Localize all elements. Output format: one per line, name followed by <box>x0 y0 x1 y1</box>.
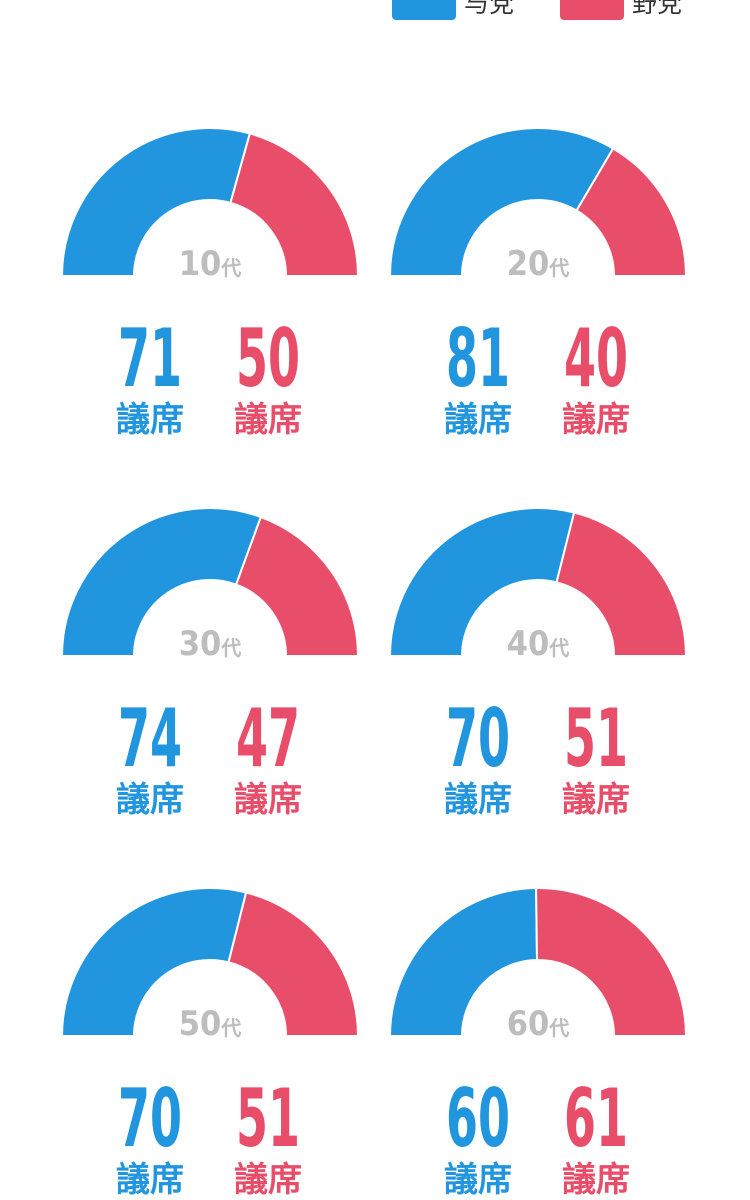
data-label-ruling-seats: 70 <box>118 1072 182 1165</box>
data-label-ruling-seats: 81 <box>446 312 510 405</box>
data-label-opposition-seats: 50 <box>236 312 300 405</box>
data-label-opposition-unit: 議席 <box>234 1160 302 1200</box>
slice-ruling <box>388 127 615 277</box>
slice-opposition <box>575 147 688 277</box>
data-label-ruling-seats: 60 <box>446 1072 510 1165</box>
slice-ruling <box>388 886 539 1037</box>
data-label-ruling-seats: 71 <box>118 312 182 405</box>
center-label: 30代 <box>179 624 242 664</box>
legend: 与党 野党 <box>0 0 750 22</box>
center-label: 10代 <box>179 244 242 284</box>
data-label-ruling-unit: 議席 <box>116 780 184 820</box>
slice-ruling <box>60 127 252 277</box>
center-label: 60代 <box>507 1004 570 1044</box>
slice-ruling <box>388 507 576 657</box>
data-label-ruling-unit: 議席 <box>116 400 184 440</box>
slice-opposition <box>234 515 360 657</box>
data-label-ruling-unit: 議席 <box>116 1160 184 1200</box>
legend-swatch-ruling <box>392 0 456 20</box>
data-label-opposition-seats: 61 <box>564 1072 628 1165</box>
center-label-suffix: 代 <box>548 256 569 280</box>
slice-opposition <box>229 132 360 277</box>
center-label-number: 10 <box>179 244 222 284</box>
data-label-opposition-unit: 議席 <box>562 780 630 820</box>
center-label-number: 30 <box>179 624 222 664</box>
slice-ruling <box>60 507 263 657</box>
legend-label-opposition: 野党 <box>632 0 683 18</box>
center-label-suffix: 代 <box>220 1016 241 1040</box>
center-label: 40代 <box>507 624 570 664</box>
center-label-suffix: 代 <box>220 256 241 280</box>
center-label-suffix: 代 <box>548 636 569 660</box>
data-label-opposition-seats: 47 <box>236 692 300 785</box>
data-label-opposition-seats: 40 <box>564 312 628 405</box>
slice-opposition <box>555 511 688 657</box>
center-label-number: 60 <box>507 1004 550 1044</box>
data-label-ruling-seats: 70 <box>446 692 510 785</box>
slice-ruling <box>60 887 248 1037</box>
data-label-opposition-unit: 議席 <box>234 780 302 820</box>
center-label-number: 50 <box>179 1004 222 1044</box>
data-label-ruling-unit: 議席 <box>444 400 512 440</box>
slice-opposition <box>227 891 360 1037</box>
data-label-opposition-unit: 議席 <box>234 400 302 440</box>
center-label-number: 40 <box>507 624 550 664</box>
center-label: 20代 <box>507 244 570 284</box>
data-label-ruling-unit: 議席 <box>444 780 512 820</box>
slice-opposition <box>535 887 688 1037</box>
legend-swatch-opposition <box>560 0 624 20</box>
center-label: 50代 <box>179 1004 242 1044</box>
data-label-ruling-unit: 議席 <box>444 1160 512 1200</box>
legend-label-ruling: 与党 <box>464 0 515 18</box>
center-label-number: 20 <box>507 244 550 284</box>
data-label-ruling-seats: 74 <box>118 692 182 785</box>
center-label-suffix: 代 <box>548 1016 569 1040</box>
data-label-opposition-seats: 51 <box>236 1072 300 1165</box>
data-label-opposition-unit: 議席 <box>562 1160 630 1200</box>
center-label-suffix: 代 <box>220 636 241 660</box>
data-label-opposition-seats: 51 <box>564 692 628 785</box>
data-label-opposition-unit: 議席 <box>562 400 630 440</box>
